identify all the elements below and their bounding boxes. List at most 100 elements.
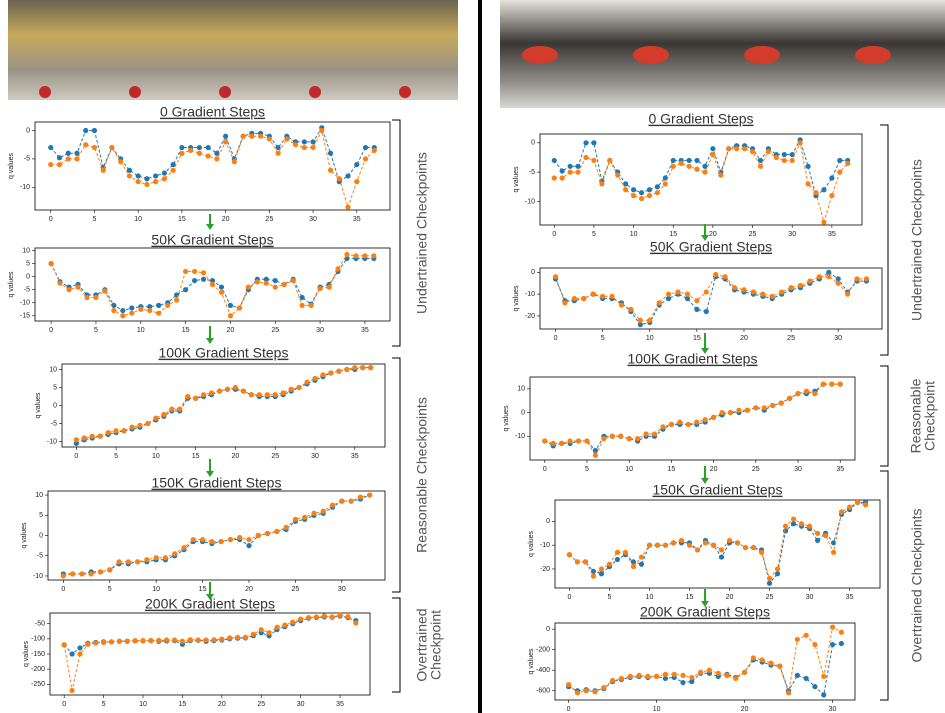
- point: [349, 499, 354, 504]
- point: [148, 638, 153, 643]
- point: [736, 408, 741, 413]
- chart-title: 0 Gradient Steps: [160, 104, 265, 120]
- y-tick-label: -150: [31, 651, 45, 658]
- point: [631, 564, 636, 569]
- point: [639, 554, 644, 559]
- point: [219, 637, 224, 642]
- point: [770, 294, 775, 299]
- x-tick-label: 20: [709, 231, 717, 238]
- point: [251, 632, 256, 637]
- chart-title: 100K Gradient Steps: [628, 351, 758, 367]
- point: [864, 276, 869, 281]
- point: [125, 639, 130, 644]
- y-axis-label: q values: [513, 285, 520, 312]
- point: [368, 365, 373, 370]
- figure: 0 Gradient Steps0-5-1005101520253035q va…: [0, 0, 945, 713]
- point: [321, 509, 326, 514]
- point: [742, 670, 747, 675]
- point: [69, 688, 74, 693]
- point: [265, 531, 270, 536]
- point: [223, 139, 228, 144]
- point: [237, 305, 242, 310]
- point: [302, 139, 307, 144]
- x-tick-label: 30: [309, 216, 317, 223]
- y-axis-label: q values: [23, 640, 30, 667]
- point: [273, 392, 278, 397]
- point: [66, 156, 71, 161]
- point: [795, 673, 800, 678]
- y-tick-label: -5: [24, 156, 30, 163]
- point: [154, 555, 159, 560]
- point: [328, 168, 333, 173]
- point: [69, 651, 74, 656]
- point: [136, 173, 141, 178]
- point: [330, 614, 335, 619]
- point: [567, 438, 572, 443]
- point: [181, 545, 186, 550]
- point: [568, 164, 573, 169]
- point: [845, 292, 850, 297]
- point: [185, 394, 190, 399]
- point: [273, 285, 278, 290]
- point: [584, 688, 589, 693]
- point: [804, 389, 809, 394]
- point: [671, 158, 676, 163]
- point: [233, 385, 238, 390]
- point: [675, 289, 680, 294]
- y-tick-label: 0: [26, 127, 30, 134]
- point: [362, 253, 367, 258]
- point: [140, 638, 145, 643]
- y-tick-label: 0: [531, 269, 535, 276]
- x-tick-label: 5: [592, 231, 596, 238]
- point: [798, 140, 803, 145]
- point: [703, 540, 708, 545]
- point: [310, 145, 315, 150]
- point: [839, 630, 844, 635]
- y-axis-label: q values: [8, 152, 15, 179]
- point: [83, 128, 88, 133]
- point: [724, 673, 729, 678]
- point: [153, 416, 158, 421]
- point: [768, 660, 773, 665]
- point: [219, 285, 224, 290]
- point: [600, 294, 605, 299]
- point: [354, 179, 359, 184]
- x-tick-label: 5: [93, 216, 97, 223]
- point: [655, 184, 660, 189]
- point: [647, 187, 652, 192]
- point: [210, 282, 215, 287]
- point: [636, 673, 641, 678]
- series-line: [64, 616, 356, 654]
- point: [751, 655, 756, 660]
- point: [358, 494, 363, 499]
- point: [201, 392, 206, 397]
- chart: 50K Gradient Steps1050-5-10-150510152025…: [8, 232, 390, 334]
- bracket: [880, 125, 888, 355]
- x-tick-label: 25: [749, 231, 757, 238]
- x-tick-label: 30: [316, 327, 324, 334]
- point: [718, 172, 723, 177]
- point: [192, 278, 197, 283]
- point: [728, 410, 733, 415]
- x-tick-label: 10: [625, 466, 633, 473]
- x-tick-label: 25: [271, 453, 279, 460]
- point: [821, 382, 826, 387]
- point: [829, 193, 834, 198]
- point: [322, 613, 327, 618]
- point: [782, 158, 787, 163]
- point: [197, 151, 202, 156]
- point: [70, 571, 75, 576]
- point: [694, 158, 699, 163]
- chart-title: 0 Gradient Steps: [648, 111, 753, 127]
- y-tick-label: 5: [53, 384, 57, 391]
- point: [84, 295, 89, 300]
- point: [354, 162, 359, 167]
- point: [615, 557, 620, 562]
- bracket-label: Reasonable Checkpoints: [414, 397, 430, 553]
- x-tick-label: 5: [94, 327, 98, 334]
- chart: 200K Gradient Steps-50-100-150-200-25005…: [23, 596, 370, 708]
- x-tick-label: 25: [265, 216, 273, 223]
- x-tick-label: 20: [726, 594, 734, 601]
- x-tick-label: 0: [49, 216, 53, 223]
- x-tick-label: 15: [192, 453, 200, 460]
